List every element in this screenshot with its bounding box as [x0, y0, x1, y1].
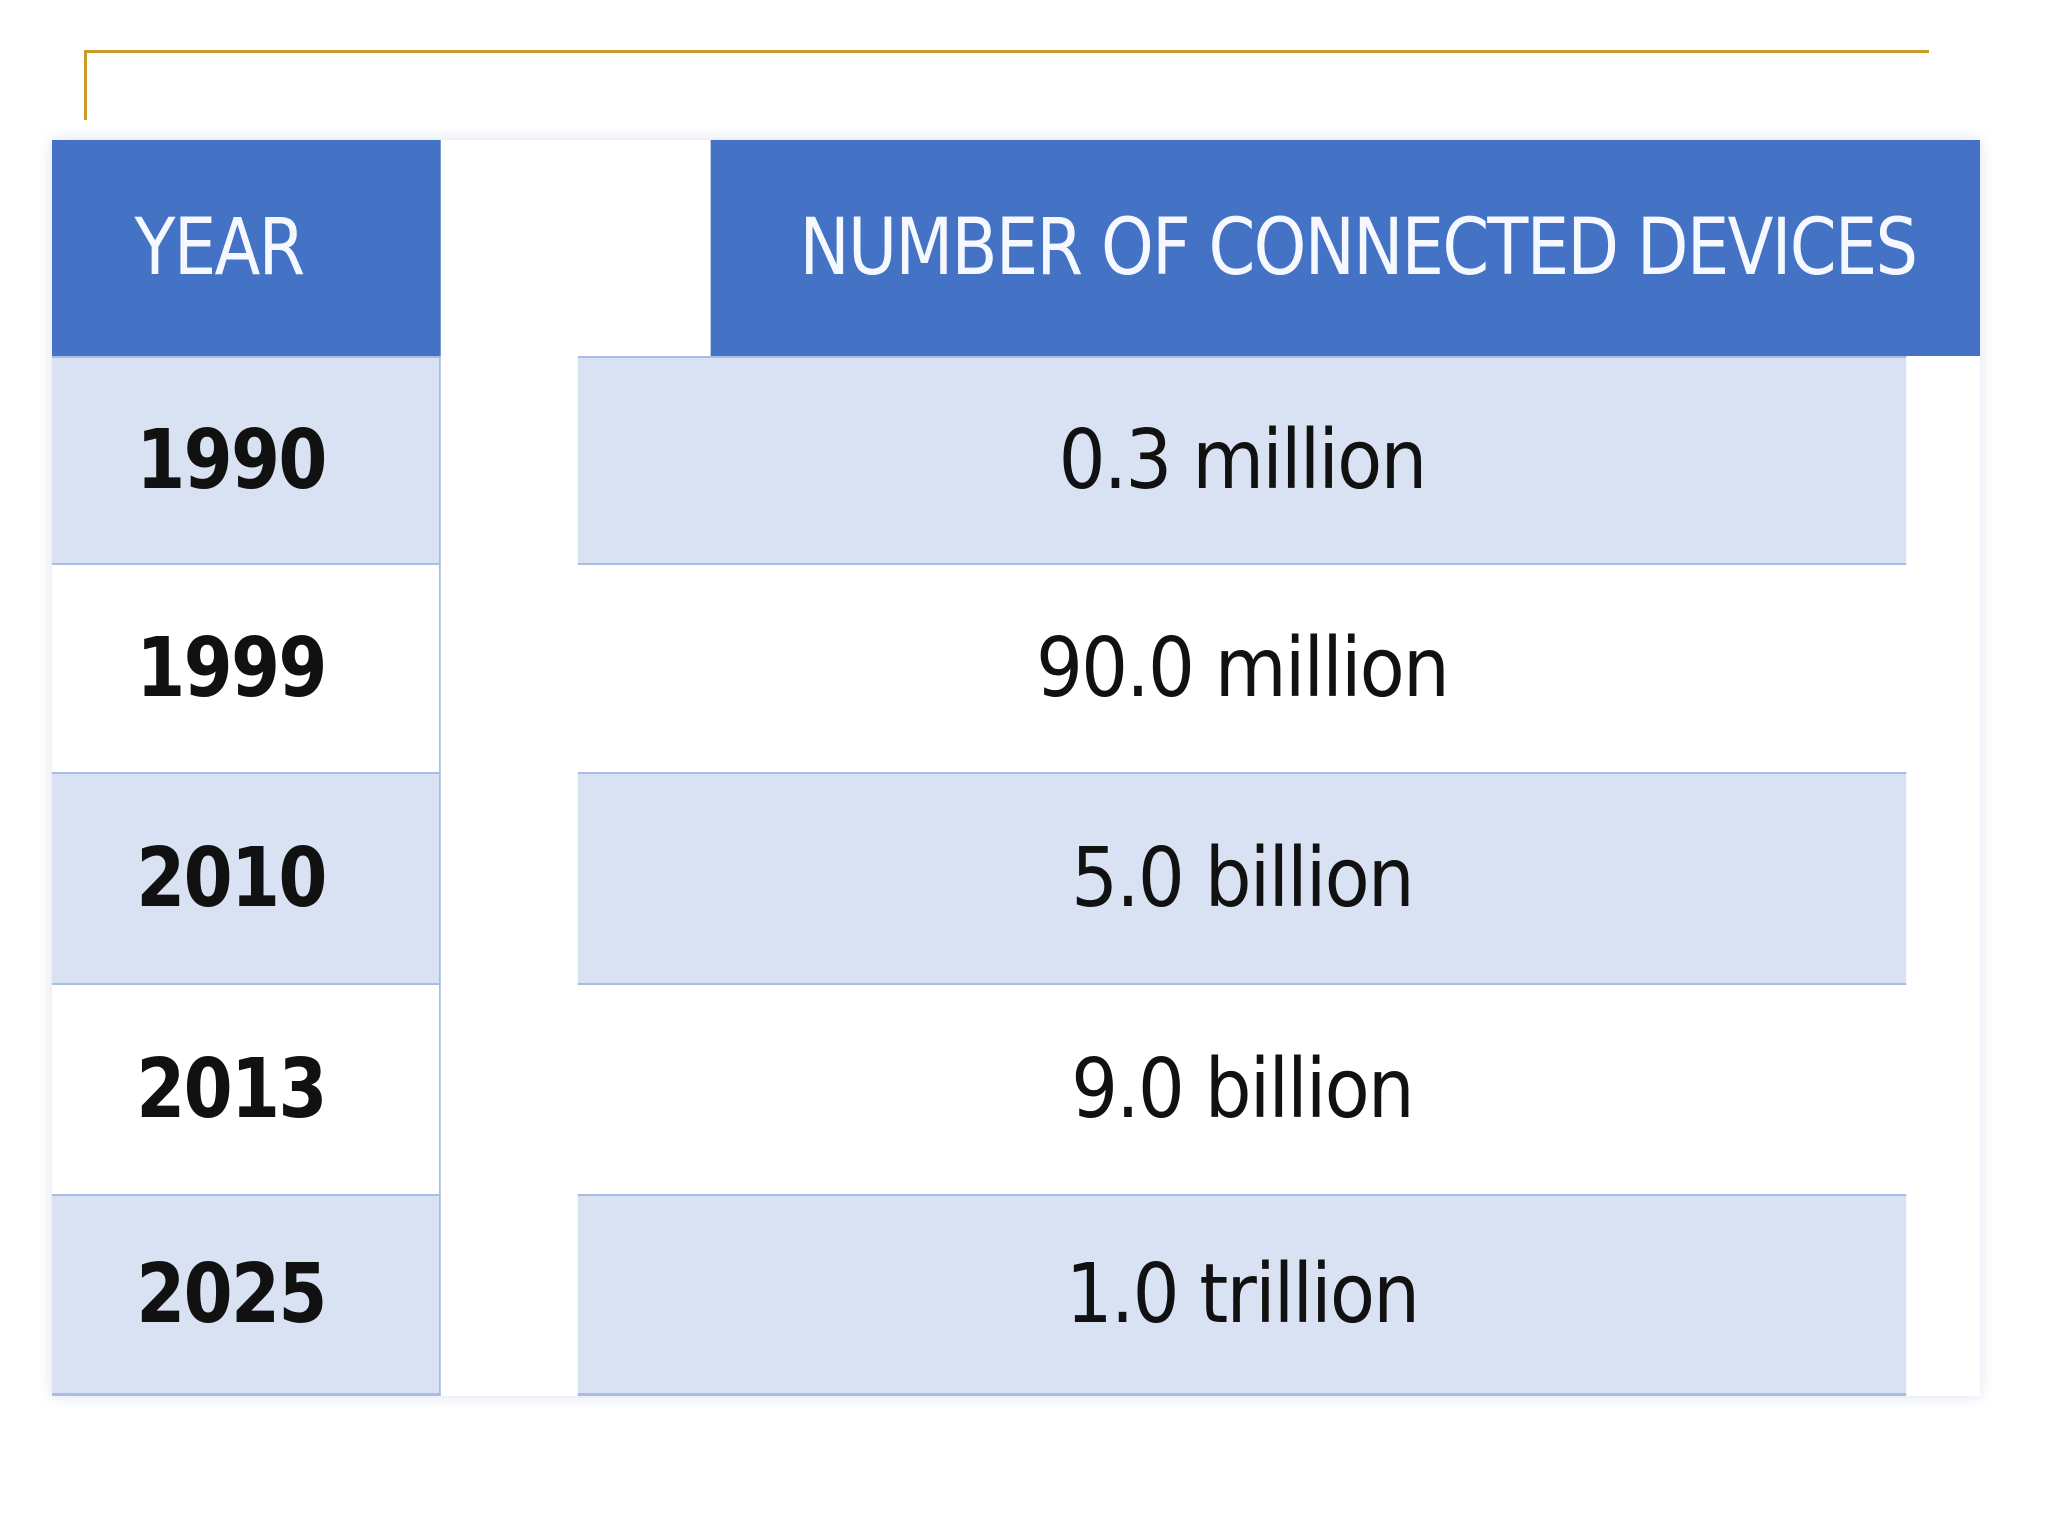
- table-row-5-devices: 1.0 trillion: [577, 1194, 1907, 1396]
- table-grid: YEAR NUMBER OF CONNECTED DEVICES 1990 0.…: [52, 140, 1980, 1396]
- table-row-4-devices: 9.0 billion: [577, 983, 1907, 1194]
- year-column-header: YEAR: [52, 140, 441, 356]
- table-row-3-year: 2010: [52, 772, 441, 983]
- table-row-5-year: 2025: [52, 1194, 441, 1396]
- table-row-1-year: 1990: [52, 356, 441, 563]
- table-row-1-devices: 0.3 million: [577, 356, 1907, 563]
- table-row-4-year: 2013: [52, 983, 441, 1194]
- table-row-2-devices: 90.0 million: [577, 563, 1907, 772]
- connected-devices-table: YEAR NUMBER OF CONNECTED DEVICES 1990 0.…: [52, 140, 1980, 1396]
- slide-top-rule: [84, 50, 1929, 53]
- table-row-3-devices: 5.0 billion: [577, 772, 1907, 983]
- slide-left-rule: [84, 50, 87, 120]
- table-row-2-year: 1999: [52, 563, 441, 772]
- devices-column-header: NUMBER OF CONNECTED DEVICES: [710, 140, 1980, 356]
